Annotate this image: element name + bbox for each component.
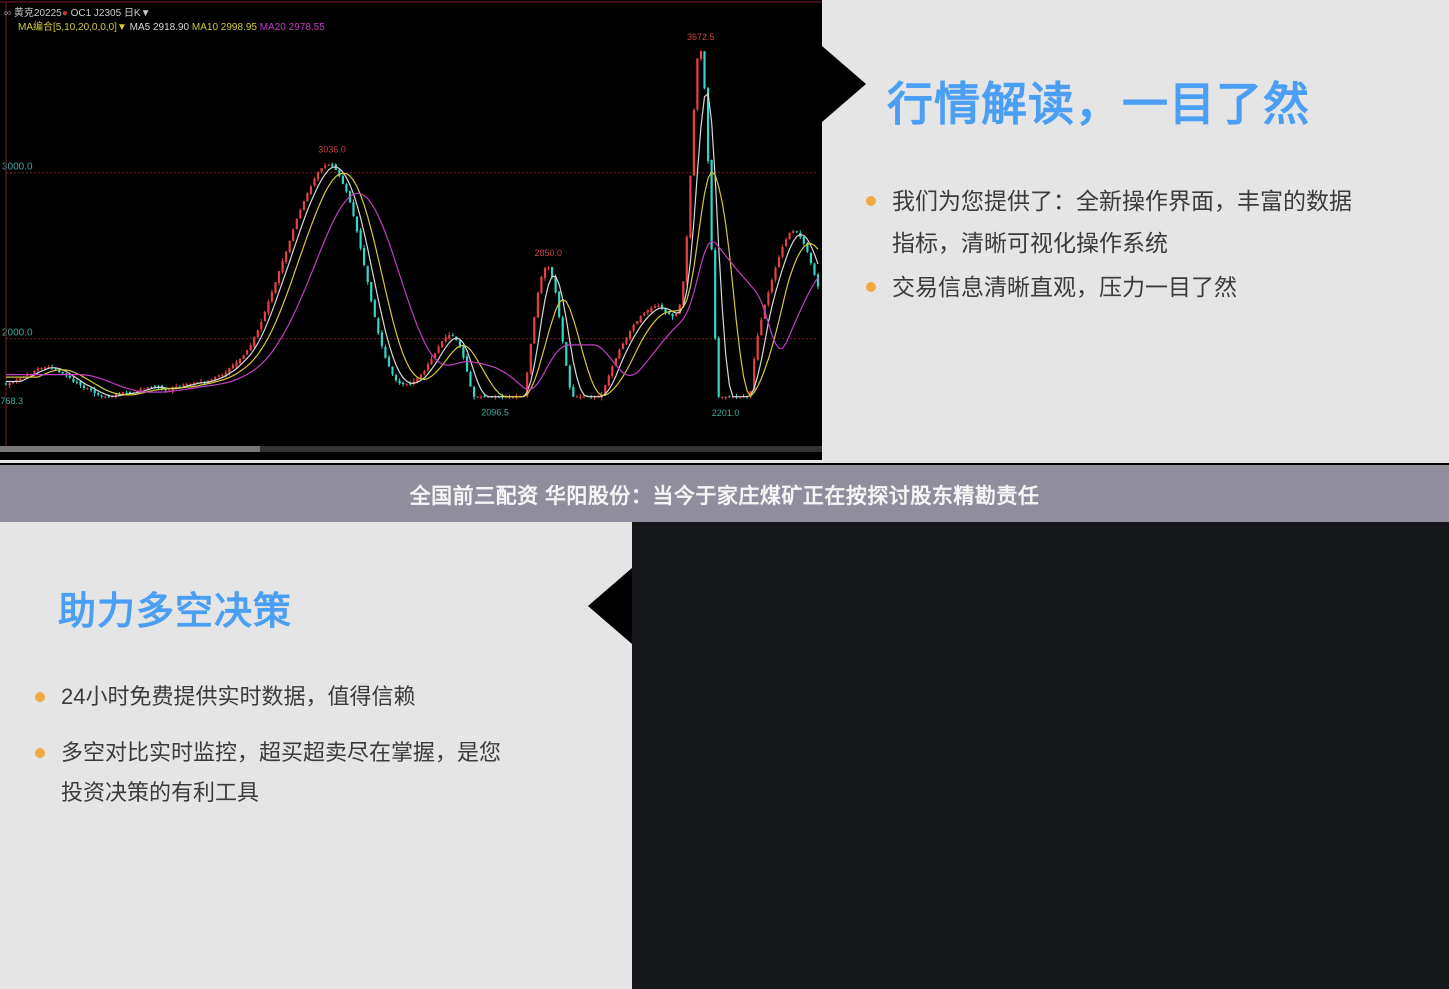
- svg-text:3672.5: 3672.5: [687, 32, 715, 42]
- svg-text:3036.0: 3036.0: [318, 145, 346, 155]
- svg-text:2201.0: 2201.0: [712, 408, 740, 418]
- svg-text:2850.0: 2850.0: [535, 248, 563, 258]
- svg-text:1768.3: 1768.3: [0, 396, 23, 406]
- svg-text:2000.0: 2000.0: [2, 328, 33, 339]
- svg-text:3000.0: 3000.0: [2, 162, 33, 173]
- svg-text:2096.5: 2096.5: [481, 408, 509, 418]
